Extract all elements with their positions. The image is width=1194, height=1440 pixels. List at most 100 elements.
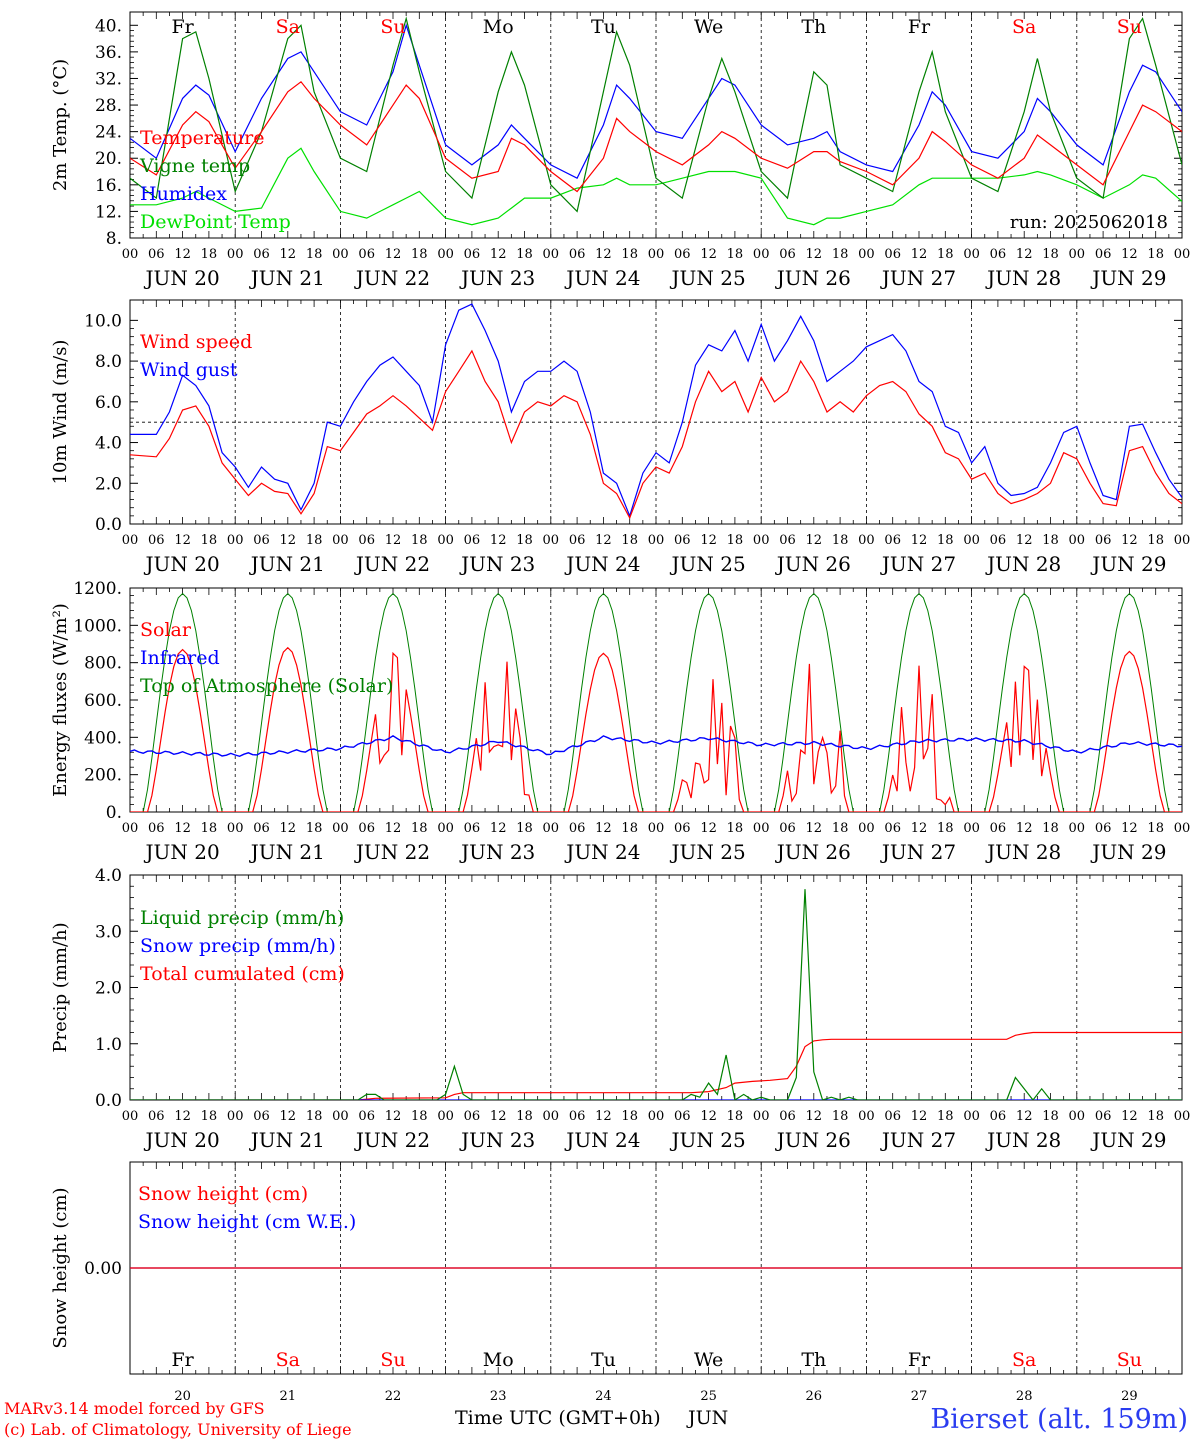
hour-label: 12 bbox=[490, 821, 507, 836]
hour-label: 06 bbox=[674, 821, 691, 836]
legend-entry: Top of Atmosphere (Solar) bbox=[140, 675, 393, 697]
date-label: JUN 26 bbox=[775, 840, 851, 864]
y-tick-label: 24. bbox=[95, 123, 122, 143]
weekday-label: Su bbox=[380, 1349, 405, 1371]
hour-label: 06 bbox=[569, 1109, 586, 1124]
panel-1: 8. 12. 16. 20. 24. 28. 32. 36. 40. 2m Temp. (°C) T… bbox=[50, 11, 1190, 290]
day-number: 27 bbox=[911, 1389, 928, 1404]
hour-label: 06 bbox=[990, 1109, 1007, 1124]
y-tick-label: 2.0 bbox=[95, 474, 122, 494]
hour-label: 18 bbox=[937, 821, 954, 836]
hour-label: 18 bbox=[727, 821, 744, 836]
hour-label: 00 bbox=[437, 247, 454, 262]
y-tick-label: 200. bbox=[84, 766, 122, 786]
hour-label: 18 bbox=[1042, 821, 1059, 836]
hour-label: 18 bbox=[201, 1109, 218, 1124]
hour-label: 06 bbox=[990, 821, 1007, 836]
legend-entry: DewPoint Temp bbox=[140, 211, 291, 233]
plot-frame bbox=[129, 587, 1183, 813]
hour-label: 18 bbox=[411, 821, 428, 836]
series-vigne-temp bbox=[130, 16, 1182, 213]
panel-4: 0.0 1.0 2.0 3.0 4.0 Precip (mm/h) Liquid preci… bbox=[50, 866, 1190, 1152]
month-label: JUN bbox=[686, 1407, 728, 1429]
weekday-label: Fr bbox=[171, 16, 194, 38]
hour-label: 06 bbox=[569, 533, 586, 548]
panel-2: 0.0 2.0 4.0 6.0 8.0 10.0 10m Wind (m/s) Wind sp… bbox=[50, 299, 1190, 576]
hour-label: 12 bbox=[911, 247, 928, 262]
date-label: JUN 28 bbox=[985, 840, 1061, 864]
hour-label: 06 bbox=[148, 1109, 165, 1124]
hour-label: 06 bbox=[569, 821, 586, 836]
date-label: JUN 29 bbox=[1090, 1128, 1166, 1152]
series-toa-solar bbox=[130, 592, 1182, 812]
date-label: JUN 26 bbox=[775, 552, 851, 576]
series-group bbox=[130, 889, 1182, 1100]
hour-label: 18 bbox=[621, 533, 638, 548]
weekday-label: Su bbox=[1117, 1349, 1142, 1371]
hour-label: 06 bbox=[884, 533, 901, 548]
hour-label: 00 bbox=[858, 821, 875, 836]
date-label: JUN 23 bbox=[459, 1128, 535, 1152]
hour-label: 06 bbox=[990, 247, 1007, 262]
hour-label: 18 bbox=[621, 821, 638, 836]
panel-3: 0. 200. 400. 600. 800. 1000. 1200.Energy fluxe… bbox=[50, 579, 1190, 864]
hour-label: 00 bbox=[648, 533, 665, 548]
hour-label: 12 bbox=[595, 1109, 612, 1124]
hour-label: 12 bbox=[806, 247, 823, 262]
y-tick-label: 4.0 bbox=[95, 434, 122, 454]
series-group bbox=[130, 303, 1182, 520]
hour-label: 00 bbox=[227, 821, 244, 836]
hour-label: 12 bbox=[700, 533, 717, 548]
hour-label: 18 bbox=[937, 247, 954, 262]
date-label: JUN 27 bbox=[880, 552, 956, 576]
legend-entry: Wind speed bbox=[140, 331, 252, 353]
hour-label: 12 bbox=[174, 247, 191, 262]
hour-label: 18 bbox=[621, 1109, 638, 1124]
hour-label: 18 bbox=[832, 1109, 849, 1124]
date-label: JUN 20 bbox=[144, 840, 220, 864]
weekday-label: Tu bbox=[591, 1349, 616, 1371]
y-tick-label: 32. bbox=[95, 69, 122, 89]
hour-label: 06 bbox=[358, 821, 375, 836]
y-tick-label: 0.0 bbox=[95, 1091, 122, 1111]
hour-label: 18 bbox=[1147, 247, 1164, 262]
y-tick-label: 8. bbox=[106, 229, 122, 249]
series-temperature bbox=[130, 80, 1182, 193]
run-annotation: run: 2025062018 bbox=[1010, 212, 1168, 233]
y-tick-label: 16. bbox=[95, 176, 122, 196]
hour-label: 00 bbox=[227, 1109, 244, 1124]
hour-label: 00 bbox=[543, 533, 560, 548]
hour-label: 00 bbox=[1069, 1109, 1086, 1124]
date-label: JUN 24 bbox=[564, 552, 640, 576]
date-label: JUN 27 bbox=[880, 266, 956, 290]
hour-label: 18 bbox=[306, 821, 323, 836]
date-label: JUN 22 bbox=[354, 552, 430, 576]
hour-label: 00 bbox=[332, 821, 349, 836]
hour-label: 18 bbox=[516, 247, 533, 262]
weekday-label: Sa bbox=[1012, 1349, 1036, 1371]
hour-label: 06 bbox=[990, 533, 1007, 548]
y-tick-label: 12. bbox=[95, 202, 122, 222]
hour-label: 12 bbox=[385, 1109, 402, 1124]
date-label: JUN 27 bbox=[880, 1128, 956, 1152]
hour-label: 06 bbox=[358, 247, 375, 262]
y-tick-label: 20. bbox=[95, 149, 122, 169]
hour-label: 12 bbox=[700, 821, 717, 836]
hour-label: 00 bbox=[1174, 1109, 1191, 1124]
date-label: JUN 21 bbox=[249, 1128, 325, 1152]
hour-label: 00 bbox=[858, 1109, 875, 1124]
hour-label: 00 bbox=[122, 821, 139, 836]
y-tick-label: 1000. bbox=[73, 616, 122, 636]
hour-label: 12 bbox=[174, 1109, 191, 1124]
legend-entry: Liquid precip (mm/h) bbox=[140, 907, 344, 929]
weekday-label: Th bbox=[801, 16, 826, 38]
weekday-label: Mo bbox=[483, 1349, 514, 1371]
y-axis-label: 2m Temp. (°C) bbox=[50, 59, 71, 191]
y-tick-label: 28. bbox=[95, 96, 122, 116]
hour-label: 18 bbox=[621, 247, 638, 262]
date-label: JUN 27 bbox=[880, 840, 956, 864]
x-axis-label: Time UTC (GMT+0h) bbox=[455, 1407, 661, 1429]
date-label: JUN 21 bbox=[249, 552, 325, 576]
hour-label: 18 bbox=[306, 1109, 323, 1124]
